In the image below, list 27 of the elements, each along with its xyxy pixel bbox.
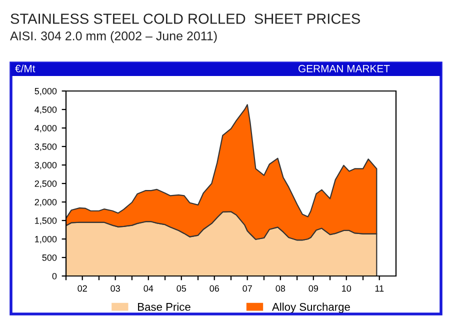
text: GERMAN MARKET — [298, 64, 390, 72]
text: €/Mt — [15, 64, 36, 72]
x-tick-label: 03 — [110, 285, 120, 292]
legend-label: Alloy Surcharge — [272, 302, 350, 314]
y-tick-label: 2,000 — [34, 198, 57, 206]
chart-title: STAINLESS STEEL COLD ROLLED SHEET PRICES — [10, 14, 360, 24]
y-tick-label: 4,000 — [34, 124, 57, 132]
x-tick-label: 08 — [276, 285, 286, 292]
x-tick-label: 11 — [375, 285, 384, 292]
x-tick-label: 09 — [308, 285, 318, 292]
x-tick-label: 05 — [176, 285, 186, 292]
x-tick-label: 02 — [78, 285, 87, 292]
y-tick-label: 1,500 — [35, 217, 57, 225]
x-tick-label: 04 — [144, 285, 154, 292]
legend-label: Base Price — [138, 302, 190, 311]
y-tick-label: 5,000 — [34, 88, 57, 96]
x-tick-label: 10 — [342, 285, 352, 292]
y-tick-label: 1,000 — [35, 236, 57, 244]
y-tick-label: 2,500 — [34, 180, 57, 188]
y-tick-label: 0 — [52, 272, 57, 280]
x-tick-label: 07 — [242, 285, 252, 292]
chart-subtitle: AISI. 304 2.0 mm (2002 – June 2011) — [10, 31, 217, 43]
y-tick-label: 500 — [42, 254, 57, 261]
y-tick-label: 4,500 — [34, 106, 57, 114]
y-tick-label: 3,000 — [34, 162, 57, 170]
x-tick-label: 06 — [210, 285, 219, 292]
y-tick-label: 3,500 — [34, 143, 57, 151]
